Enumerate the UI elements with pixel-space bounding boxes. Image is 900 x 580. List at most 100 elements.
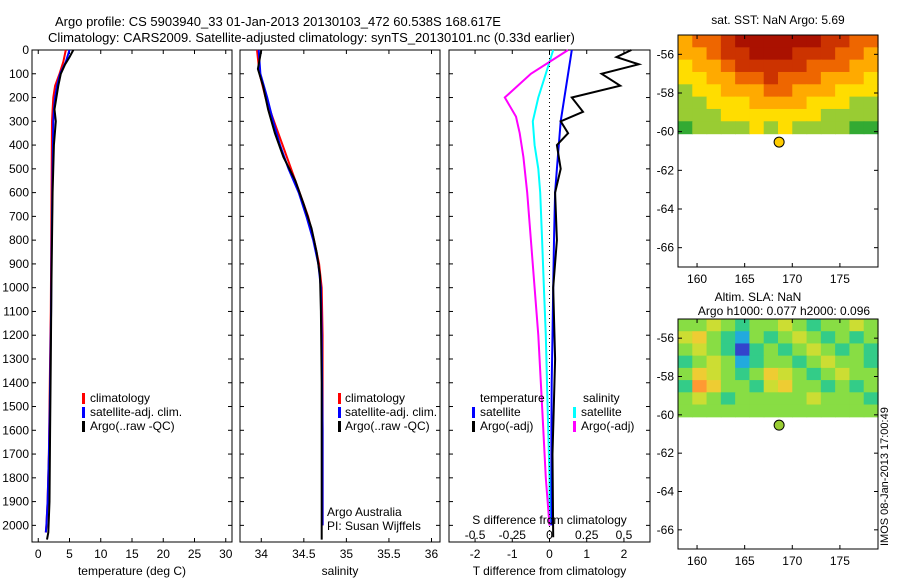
sst-map-xtick-label: 175: [830, 272, 850, 286]
sst-map-cell: [735, 35, 751, 48]
sst-map-cell: [778, 84, 793, 98]
sst-map-cell: [706, 121, 722, 135]
difference-legend-label: Argo(-adj): [480, 419, 533, 433]
sst-map-cell: [863, 121, 879, 135]
sla-map-cell: [692, 355, 708, 369]
sla-map-cell: [749, 367, 765, 381]
sla-map-cell: [820, 343, 836, 357]
sst-map-xtick-label: 165: [735, 272, 755, 286]
sst-map-cell: [763, 84, 779, 98]
salinity-annotation-line1: Argo Australia: [327, 505, 402, 519]
sst-map-cell: [835, 59, 851, 73]
difference-top-tick-label: 0.5: [616, 528, 633, 542]
sst-map-cell: [749, 96, 765, 110]
sla-map-cell: [735, 380, 751, 393]
sla-map-cell: [763, 392, 779, 406]
sla-map-cell: [849, 380, 865, 393]
sst-map-cell: [835, 35, 851, 48]
sst-map-cell: [720, 59, 736, 73]
sst-map-cell: [849, 121, 865, 135]
sla-map-cell: [720, 392, 736, 406]
salinity-legend-label: Argo(..raw -QC): [345, 419, 430, 433]
difference-top-tick-label: -0.25: [499, 528, 527, 542]
sst-map-cell: [735, 59, 751, 73]
sla-map-cell: [763, 367, 779, 381]
sla-map-cell: [735, 343, 751, 357]
sst-map-cell: [835, 71, 851, 85]
sla-map-cell: [749, 343, 765, 357]
sst-map-cell: [678, 59, 693, 73]
sla-map-cell: [706, 404, 722, 418]
sla-map-argo-point: [773, 419, 785, 431]
sst-map-cell: [806, 59, 822, 73]
temperature-xtick-label: 20: [157, 547, 171, 561]
sla-map-cell: [778, 367, 793, 381]
side-timestamp: IMOS 08-Jan-2013 17:00:49: [879, 407, 891, 546]
sla-map-cell: [763, 331, 779, 345]
salinity-xlabel: salinity: [322, 564, 359, 578]
sla-map-cell: [835, 343, 851, 357]
sla-map-cell: [678, 319, 693, 332]
sla-map-cell: [806, 355, 822, 369]
sla-map-cell: [820, 331, 836, 345]
temperature-ytick-label: 900: [9, 257, 29, 271]
salinity-xtick-label: 35.5: [377, 547, 401, 561]
sst-map-cell: [692, 96, 708, 110]
sst-map-cell: [678, 71, 693, 85]
sla-map-cell: [835, 367, 851, 381]
salinity-series-2: [256, 49, 323, 540]
sla-map-cell: [735, 404, 751, 418]
sst-map-cell: [806, 71, 822, 85]
sst-map-cell: [820, 96, 836, 110]
sst-map-cell: [735, 108, 751, 122]
sst-map-cell: [720, 35, 736, 48]
salinity-legend-swatch: [338, 393, 341, 404]
sla-map-cell: [706, 355, 722, 369]
sst-map-cell: [792, 84, 808, 98]
temperature-ytick-label: 1900: [2, 495, 29, 509]
sla-map-frame: [677, 318, 879, 550]
difference-top-tick-label: 0: [546, 528, 553, 542]
temperature-ytick-label: 1200: [2, 328, 29, 342]
sla-map-cell: [692, 404, 708, 418]
sst-map-cell: [820, 121, 836, 135]
sla-map-cell: [778, 319, 793, 332]
sla-map-cell: [778, 404, 793, 418]
temperature-ytick-label: 1700: [2, 447, 29, 461]
sst-map-ytick-label: -62: [657, 163, 675, 177]
sst-map-cell: [835, 108, 851, 122]
sla-map-cell: [706, 343, 722, 357]
sst-map-cell: [763, 96, 779, 110]
sst-map-cell: [778, 71, 793, 85]
sla-map-cell: [863, 355, 879, 369]
difference-legend-swatch: [472, 421, 475, 432]
salinity-panel: 34 34.5 35 35.5 36 salinity climatologysatelli…: [239, 49, 441, 578]
sst-map-cell: [778, 35, 793, 48]
difference-xtick-label: -1: [507, 547, 518, 561]
sst-map-cell: [706, 108, 722, 122]
sla-map-cell: [678, 343, 693, 357]
sla-map-cell: [706, 380, 722, 393]
sst-map-cell: [863, 71, 879, 85]
sla-map-cell: [692, 319, 708, 332]
sla-map-cell: [792, 343, 808, 357]
temperature-ytick-label: 300: [9, 114, 29, 128]
sla-map-cell: [863, 404, 879, 418]
sst-map-cell: [835, 96, 851, 110]
temperature-ytick-label: 1300: [2, 352, 29, 366]
sla-map-cell: [820, 404, 836, 418]
sla-map-cell: [720, 355, 736, 369]
sst-map-cell: [820, 71, 836, 85]
temperature-xtick-label: 15: [125, 547, 139, 561]
sla-map-cell: [792, 319, 808, 332]
salinity-legend-swatch: [338, 407, 341, 418]
sst-map-cell: [706, 84, 722, 98]
sla-map-cell: [806, 392, 822, 406]
sla-map-cell: [849, 367, 865, 381]
sst-map-cell: [835, 47, 851, 61]
sla-map-cell: [692, 343, 708, 357]
sst-map-cell: [806, 84, 822, 98]
difference-legend-label: satellite: [581, 405, 622, 419]
sla-map-cell: [749, 319, 765, 332]
